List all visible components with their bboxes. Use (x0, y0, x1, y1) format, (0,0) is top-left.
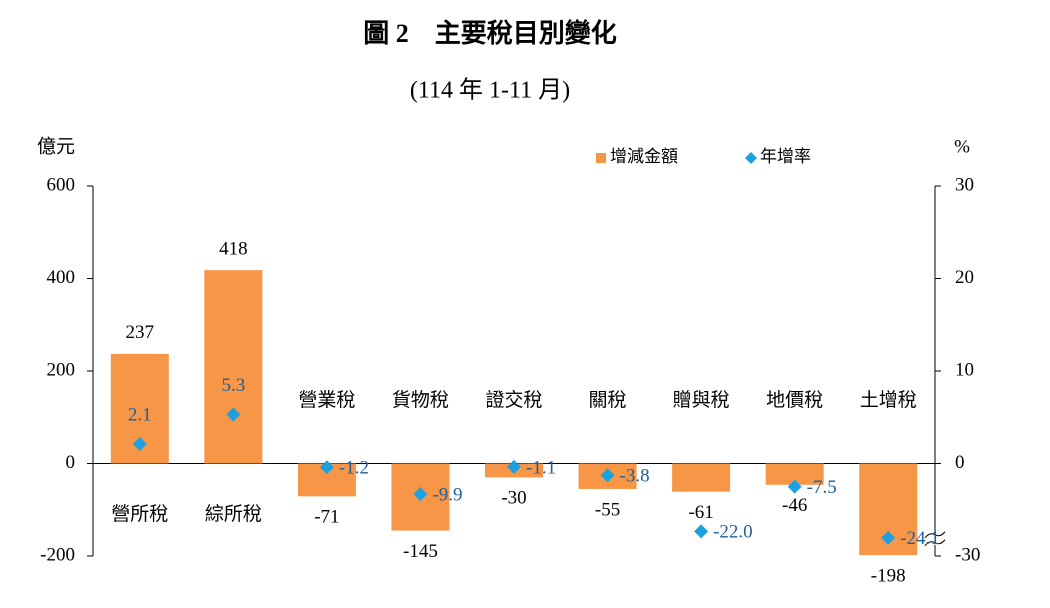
rate-marker (507, 459, 521, 474)
x-tick-label: 貨物稅 (392, 389, 449, 411)
rate-marker (694, 524, 709, 539)
y-tick-label: -200 (40, 544, 75, 565)
bar-value-label: -30 (501, 488, 526, 509)
y2-tick-label: 30 (955, 174, 974, 195)
rate-marker (319, 460, 334, 475)
legend-swatch (745, 152, 757, 164)
x-tick-label: 贈與稅 (673, 389, 730, 411)
bar-value-label: -55 (595, 499, 620, 520)
rate-value-label: -22.0 (713, 522, 753, 543)
rate-marker (413, 487, 428, 502)
rate-marker (787, 479, 802, 494)
axis-break (924, 531, 946, 547)
y-tick-label: 0 (66, 452, 76, 473)
x-tick-label: 土增稅 (860, 389, 917, 411)
axis-break-gap (931, 534, 939, 545)
bar (204, 270, 263, 464)
y2-tick-label: 0 (955, 452, 965, 473)
x-tick-label: 證交稅 (485, 389, 542, 411)
x-tick-label: 關稅 (589, 389, 627, 411)
rate-marker (600, 468, 615, 483)
x-tick-label: 地價稅 (766, 389, 823, 411)
bar-value-label: 237 (126, 322, 155, 343)
chart-subtitle: (114 年 1-11 月) (410, 77, 570, 104)
y2-tick-label: 10 (955, 359, 974, 380)
rate-value-label: -1.1 (526, 457, 556, 478)
bar-value-label: -198 (871, 565, 906, 586)
rate-marker (132, 437, 147, 452)
rate-value-label: -9.9 (432, 484, 462, 505)
bar (672, 463, 731, 492)
bar-value-label: -46 (782, 495, 807, 516)
rate-value-label: -1.2 (339, 458, 369, 479)
legend-swatch (596, 153, 606, 163)
y2-tick-label: -30 (955, 544, 980, 565)
legend-label: 增減金額 (610, 147, 678, 166)
rate-value-label: -3.8 (620, 466, 650, 487)
x-tick-label: 綜所稅 (205, 503, 262, 525)
bar-value-label: -61 (688, 502, 713, 523)
y2-tick-label: 20 (955, 267, 974, 288)
y-tick-label: 400 (47, 267, 76, 288)
y-tick-label: 200 (47, 359, 76, 380)
y-tick-label: 600 (47, 174, 76, 195)
rate-marker (881, 530, 896, 545)
rate-value-label: 2.1 (128, 404, 152, 425)
legend-label: 年增率 (760, 147, 811, 166)
rate-marker (226, 407, 241, 422)
x-tick-label: 營業稅 (298, 389, 355, 411)
y-axis-label: 億元 (37, 135, 75, 157)
x-tick-label: 營所稅 (111, 503, 168, 525)
y2-axis-label: % (954, 136, 970, 157)
bar-value-label: -145 (403, 541, 438, 562)
rate-value-label: -7.5 (807, 477, 837, 498)
bar (765, 463, 824, 485)
bar-value-label: 418 (219, 239, 248, 260)
bar-value-label: -71 (314, 507, 339, 528)
rate-value-label: 5.3 (221, 375, 245, 396)
chart-title: 圖 2 主要稅目別變化 (363, 18, 617, 48)
rate-value-label: -24.1 (900, 528, 940, 549)
